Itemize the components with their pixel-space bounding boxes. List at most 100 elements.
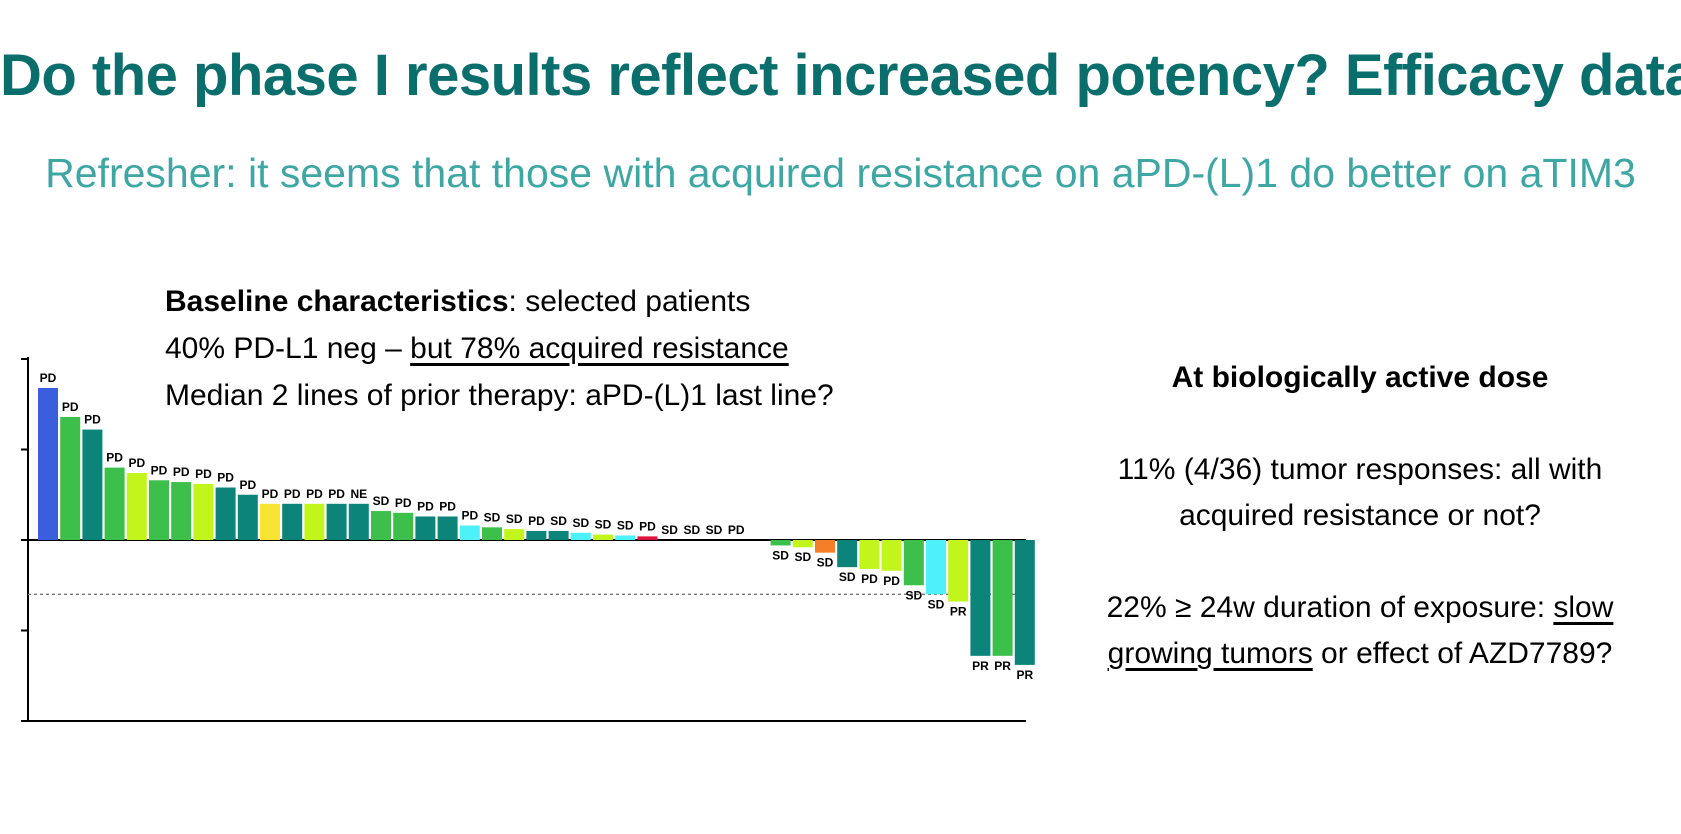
slide-subtitle: Refresher: it seems that those with acqu…	[45, 150, 1636, 196]
baseline-line-1: Baseline characteristics: selected patie…	[165, 278, 834, 325]
bar	[1014, 540, 1035, 665]
bar	[304, 503, 325, 540]
bar-label: NE	[350, 487, 367, 501]
bar	[837, 540, 858, 568]
bar	[38, 387, 58, 540]
bar	[504, 529, 525, 540]
bar-label: PR	[1016, 668, 1033, 682]
bar-label: PD	[528, 514, 545, 528]
bar	[970, 540, 991, 656]
bar-label: PR	[994, 659, 1011, 673]
bar-label: SD	[839, 570, 856, 584]
bar-label: SD	[817, 556, 834, 570]
bar	[60, 416, 81, 540]
right-panel: At biologically active dose 11% (4/36) t…	[1060, 355, 1660, 677]
bar-label: PD	[128, 456, 145, 470]
bar	[792, 540, 813, 548]
response-line-2: acquired resistance or not?	[1179, 499, 1541, 532]
bar	[637, 536, 658, 540]
bar-label: PD	[239, 478, 256, 492]
exposure-text: 22% ≥ 24w duration of exposure: slow gro…	[1060, 585, 1660, 677]
bar-label: SD	[928, 597, 945, 611]
bar-label: PD	[417, 499, 434, 513]
bar	[237, 494, 258, 540]
bar-label: PD	[262, 487, 279, 501]
exposure-line-2: growing tumors or effect of AZD7789?	[1060, 631, 1660, 677]
bar-label: PD	[217, 471, 234, 485]
bar-label: SD	[506, 512, 523, 526]
slide-title: Do the phase I results reflect increased…	[0, 43, 1681, 108]
bar	[437, 516, 458, 540]
baseline-heading: Baseline characteristics	[165, 285, 509, 318]
response-rate-text: 11% (4/36) tumor responses: all with acq…	[1060, 447, 1660, 539]
bar-label: PD	[883, 574, 900, 588]
bar-label: SD	[572, 516, 589, 530]
exposure-line-1: 22% ≥ 24w duration of exposure: slow	[1060, 585, 1660, 631]
bar	[526, 530, 547, 540]
bar	[326, 503, 347, 540]
baseline-line-2: 40% PD-L1 neg – but 78% acquired resista…	[165, 325, 834, 372]
bar-label: PD	[106, 451, 123, 465]
bar-label: PD	[639, 519, 656, 533]
baseline-characteristics: Baseline characteristics: selected patie…	[165, 278, 834, 419]
bar	[459, 525, 480, 540]
exposure-underlined-2: growing tumors	[1107, 637, 1313, 670]
bar-label: PD	[439, 499, 456, 513]
bar	[615, 535, 636, 540]
bar	[193, 483, 214, 540]
bar	[903, 540, 924, 586]
bar-label: PD	[328, 487, 345, 501]
bar	[348, 503, 369, 540]
exposure-pre: 22% ≥ 24w duration of exposure:	[1106, 591, 1554, 624]
bar-label: PD	[84, 413, 101, 427]
waterfall-chart: PD PD PD PD PD PD PD PD PD PD PD PD PD PD NE SD PD PD PD PD…	[21, 357, 1035, 722]
bar	[992, 540, 1013, 656]
bar-label: SD	[683, 523, 700, 537]
bar	[393, 512, 414, 540]
bar	[371, 511, 391, 540]
bar-label: PD	[173, 465, 190, 479]
bar-label: SD	[373, 494, 390, 508]
bar-label: PD	[284, 487, 301, 501]
bar	[548, 530, 569, 540]
bar-label: PD	[461, 509, 478, 523]
bar	[282, 503, 303, 540]
bar	[881, 540, 902, 571]
baseline-line-3: Median 2 lines of prior therapy: aPD-(L)…	[165, 379, 834, 412]
bar	[770, 540, 791, 546]
chart-bar-labels: PD PD PD PD PD PD PD PD PD PD PD PD PD PD NE SD PD PD PD PD…	[40, 371, 1034, 682]
bar-label: PD	[728, 523, 745, 537]
chart-bars	[38, 387, 1035, 665]
exposure-post: or effect of AZD7789?	[1312, 637, 1613, 670]
bar-label: SD	[905, 588, 922, 602]
bar-label: SD	[484, 510, 501, 524]
bar	[215, 487, 236, 540]
bar	[149, 480, 169, 540]
bar-label: PD	[195, 467, 212, 481]
acquired-resistance-note: but 78% acquired resistance	[410, 332, 789, 365]
bar-label: SD	[617, 518, 634, 532]
baseline-line-1-rest: : selected patients	[508, 285, 751, 318]
bar	[926, 540, 946, 595]
bar	[126, 473, 147, 540]
bar-label: PD	[861, 572, 878, 586]
bar-label: SD	[661, 523, 678, 537]
bar	[415, 516, 436, 540]
baseline-line-2-pre: 40% PD-L1 neg –	[165, 332, 411, 365]
bar-label: PD	[62, 400, 79, 414]
bar-label: PD	[151, 463, 168, 477]
bar	[482, 527, 502, 540]
bar-label: SD	[772, 548, 789, 562]
bar-label: PR	[950, 605, 967, 619]
bar	[82, 429, 103, 540]
bar-label: PD	[306, 487, 323, 501]
bar-label: SD	[706, 523, 723, 537]
bar	[593, 534, 613, 540]
bar	[815, 540, 835, 553]
bar	[570, 532, 591, 540]
bar	[260, 503, 280, 540]
bar-label: SD	[794, 550, 811, 564]
bar	[948, 540, 969, 602]
bar	[859, 540, 880, 569]
bar-label: PD	[395, 496, 412, 510]
